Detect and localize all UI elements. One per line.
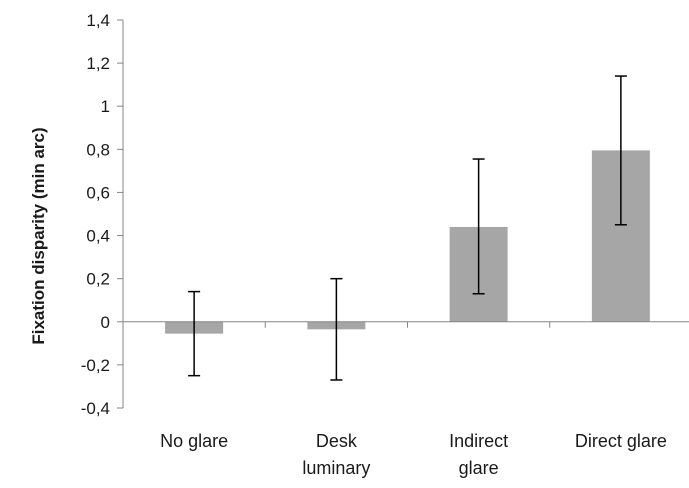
y-tick-label: -0,4 <box>81 399 110 418</box>
y-tick-label: -0,2 <box>81 356 110 375</box>
category-label: No glare <box>160 431 228 451</box>
y-tick-label: 0,6 <box>86 183 110 202</box>
y-tick-label: 1,2 <box>86 54 110 73</box>
y-axis: -0,4 -0,2 0 0,2 0,4 0,6 0,8 1 1,2 1,4 <box>81 11 124 418</box>
error-bars <box>188 75 627 381</box>
category-labels: No glare Desk luminary Indirect glare Direct … <box>160 431 667 478</box>
category-label: Indirect glare <box>449 431 508 478</box>
x-axis <box>123 321 689 328</box>
bars <box>165 150 650 334</box>
category-label: Direct glare <box>575 431 667 451</box>
y-tick-label: 0,4 <box>86 227 110 246</box>
y-tick-label: 0,2 <box>86 270 110 289</box>
y-tick-label: 1,4 <box>86 11 110 30</box>
y-tick-label: 0,8 <box>86 140 110 159</box>
category-label: Desk luminary <box>302 431 370 478</box>
y-axis-title: Fixation disparity (min arc) <box>29 127 48 344</box>
y-tick-label: 1 <box>101 97 110 116</box>
y-tick-label: 0 <box>101 313 110 332</box>
